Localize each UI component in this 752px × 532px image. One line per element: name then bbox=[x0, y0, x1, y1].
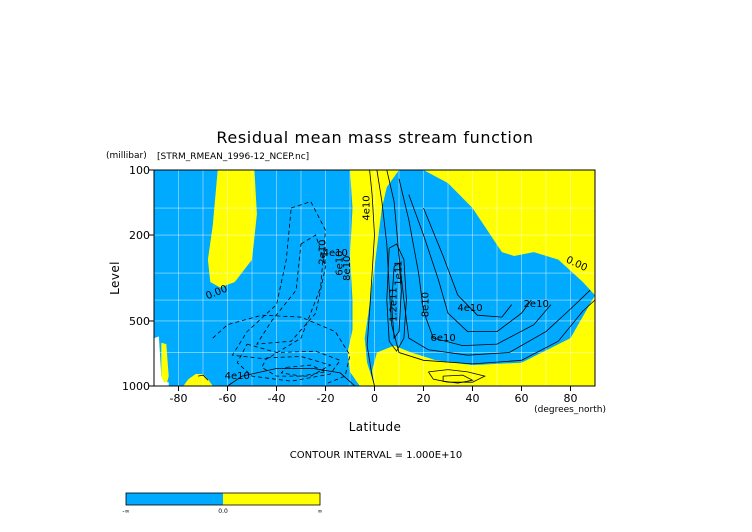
x-tick-label: 20 bbox=[417, 392, 431, 405]
x-tick-label: -80 bbox=[170, 392, 188, 405]
colorbar-label: -∞ bbox=[122, 508, 129, 515]
dataset-subtitle: [STRM_RMEAN_1996-12_NCEP.nc] bbox=[157, 152, 309, 162]
positive-region-5 bbox=[161, 342, 169, 386]
colorbar-segment-2 bbox=[223, 493, 320, 505]
contour-positive bbox=[366, 169, 375, 387]
contour-positive bbox=[428, 369, 486, 383]
contour-label: 1.2e11 bbox=[389, 287, 400, 322]
x-tick-label: -40 bbox=[268, 392, 286, 405]
contour-negative bbox=[280, 364, 327, 377]
contour-positive bbox=[376, 169, 596, 365]
x-tick-label: -60 bbox=[219, 392, 237, 405]
contour-label: 4e10 bbox=[323, 248, 348, 259]
x-axis-label: Latitude bbox=[349, 420, 402, 434]
contour-negative bbox=[236, 343, 341, 382]
contour-label: 2e10 bbox=[318, 239, 329, 264]
colorbar-label: 0.0 bbox=[218, 508, 228, 515]
contour-label: 2e10 bbox=[524, 299, 549, 310]
contour-positive bbox=[423, 207, 513, 318]
positive-region-1 bbox=[207, 170, 257, 288]
contour-label: 8e10 bbox=[420, 292, 431, 317]
y-tick-label: 1000 bbox=[122, 380, 150, 393]
y-units-label: (millibar) bbox=[106, 151, 147, 161]
x-tick-label: 60 bbox=[515, 392, 529, 405]
contour-positive bbox=[386, 169, 591, 356]
contour-label: 4e10 bbox=[362, 195, 373, 220]
contour-interval-label: CONTOUR INTERVAL = 1.000E+10 bbox=[290, 450, 462, 461]
contour-positive bbox=[391, 262, 402, 340]
y-tick-label: 200 bbox=[129, 229, 150, 242]
missing-data-region bbox=[154, 336, 169, 386]
x-tick-label: 0 bbox=[371, 392, 378, 405]
contour-negative bbox=[261, 356, 332, 377]
contour-positive bbox=[198, 374, 209, 381]
colorbar-frame bbox=[125, 492, 321, 506]
contour-label: 6e10 bbox=[430, 333, 455, 344]
x-units-label: (degrees_north) bbox=[534, 405, 606, 415]
x-tick-label: -20 bbox=[317, 392, 335, 405]
contour-negative bbox=[231, 201, 326, 360]
colorbar-label: ∞ bbox=[318, 508, 323, 515]
positive-region-2 bbox=[347, 170, 595, 386]
colorbar-segment-1 bbox=[126, 493, 223, 505]
y-tick-label: 100 bbox=[129, 164, 150, 177]
positive-regions bbox=[154, 170, 595, 386]
contour-positive bbox=[408, 194, 532, 332]
contour-label: 4e10 bbox=[457, 303, 482, 314]
positive-region-4 bbox=[183, 374, 213, 386]
y-axis: 100 200 500 1000 bbox=[122, 164, 154, 393]
contour-label: 4e10 bbox=[225, 371, 250, 382]
y-axis-label: Level bbox=[108, 261, 122, 295]
contour-positive bbox=[227, 368, 356, 387]
x-tick-label: 80 bbox=[564, 392, 578, 405]
colorbar: -∞ 0.0 ∞ bbox=[122, 492, 323, 515]
contour-positive bbox=[386, 243, 407, 352]
contour-label: 6e10 bbox=[335, 251, 346, 276]
y-tick-label: 500 bbox=[129, 315, 150, 328]
contour-label: 1e11 bbox=[393, 260, 404, 285]
contour-positive bbox=[398, 178, 552, 347]
contour-negative bbox=[256, 234, 326, 345]
grid-lines bbox=[154, 170, 595, 386]
contour-positive bbox=[442, 374, 474, 384]
contour-lines bbox=[198, 169, 596, 387]
x-tick-label: 40 bbox=[466, 392, 480, 405]
contour-negative bbox=[212, 314, 351, 385]
x-axis: -80 -60 -40 -20 0 20 40 60 80 bbox=[170, 386, 578, 405]
contour-label: 8e10 bbox=[342, 256, 353, 281]
chart-title: Residual mean mass stream function bbox=[216, 128, 533, 147]
positive-region-3 bbox=[372, 295, 595, 386]
